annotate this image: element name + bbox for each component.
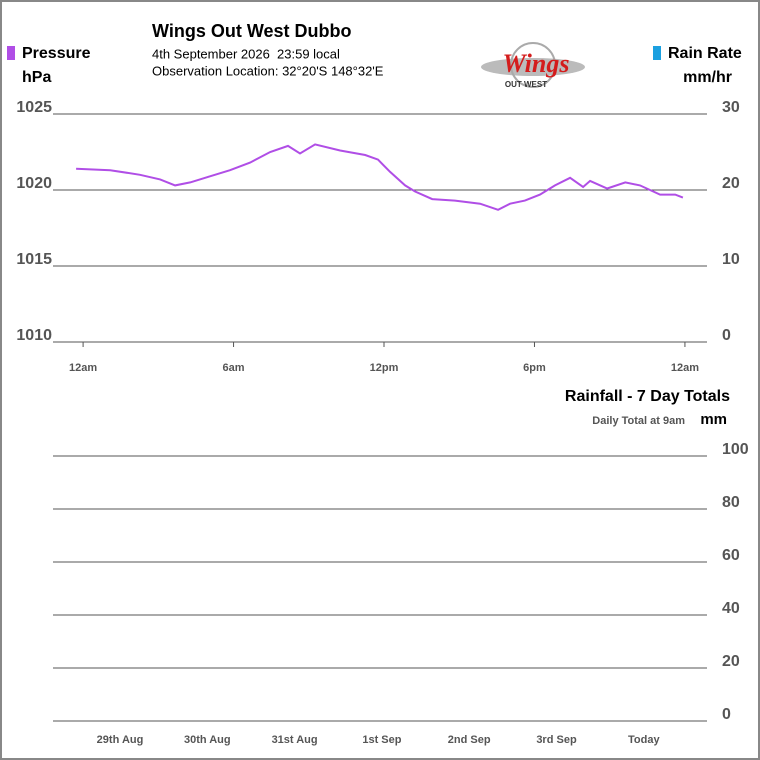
y2-tick-label: 10 [722,251,740,268]
x-tick-label: 6am [223,362,245,374]
logo-ring [510,42,556,88]
y2-tick-label: 30 [722,99,740,116]
subtitle: 4th September 2026 23:59 local [152,46,340,61]
logo-wing [481,58,585,76]
y-tick-label: 40 [722,600,740,617]
subtitle: Daily Total at 9am [592,415,685,427]
chart-title: Rainfall - 7 Day Totals [565,388,730,405]
x-tick-label: 6pm [523,362,546,374]
logo-subtext: OUT WEST [505,80,547,89]
y-tick-label: 1020 [16,175,52,192]
y2-tick-label: 20 [722,175,740,192]
y-tick-label: 1010 [16,327,52,344]
chart-title: Wings Out West Dubbo [152,21,352,41]
x-tick-label: 2nd Sep [448,734,491,746]
x-tick-label: 3rd Sep [536,734,577,746]
line-series [76,143,684,211]
legend-marker [7,46,15,60]
logo-text: Wings [503,49,570,78]
logo: Wings OUT WEST [481,42,585,89]
y-axis-label: hPa [22,69,51,86]
y-tick-label: 1025 [16,99,52,116]
x-tick-label: Today [628,734,660,746]
y-tick-label: 80 [722,494,740,511]
y-tick-label: 1015 [16,251,52,268]
x-tick-label: 12am [671,362,699,374]
location: Observation Location: 32°20'S 148°32'E [152,63,384,78]
legend-label: Rain Rate [668,45,742,62]
y2-tick-label: 0 [722,327,731,344]
y-tick-label: 0 [722,706,731,723]
y-axis-label: mm [700,411,727,428]
legend-marker [653,46,661,60]
legend-label: Pressure [22,45,91,62]
x-tick-label: 29th Aug [97,734,144,746]
y-tick-label: 60 [722,547,740,564]
x-tick-label: 12pm [370,362,399,374]
x-tick-label: 30th Aug [184,734,231,746]
y-tick-label: 20 [722,653,740,670]
y-tick-label: 100 [722,441,749,458]
x-tick-label: 12am [69,362,97,374]
x-tick-label: 1st Sep [362,734,401,746]
y2-axis-label: mm/hr [683,69,732,86]
x-tick-label: 31st Aug [272,734,318,746]
